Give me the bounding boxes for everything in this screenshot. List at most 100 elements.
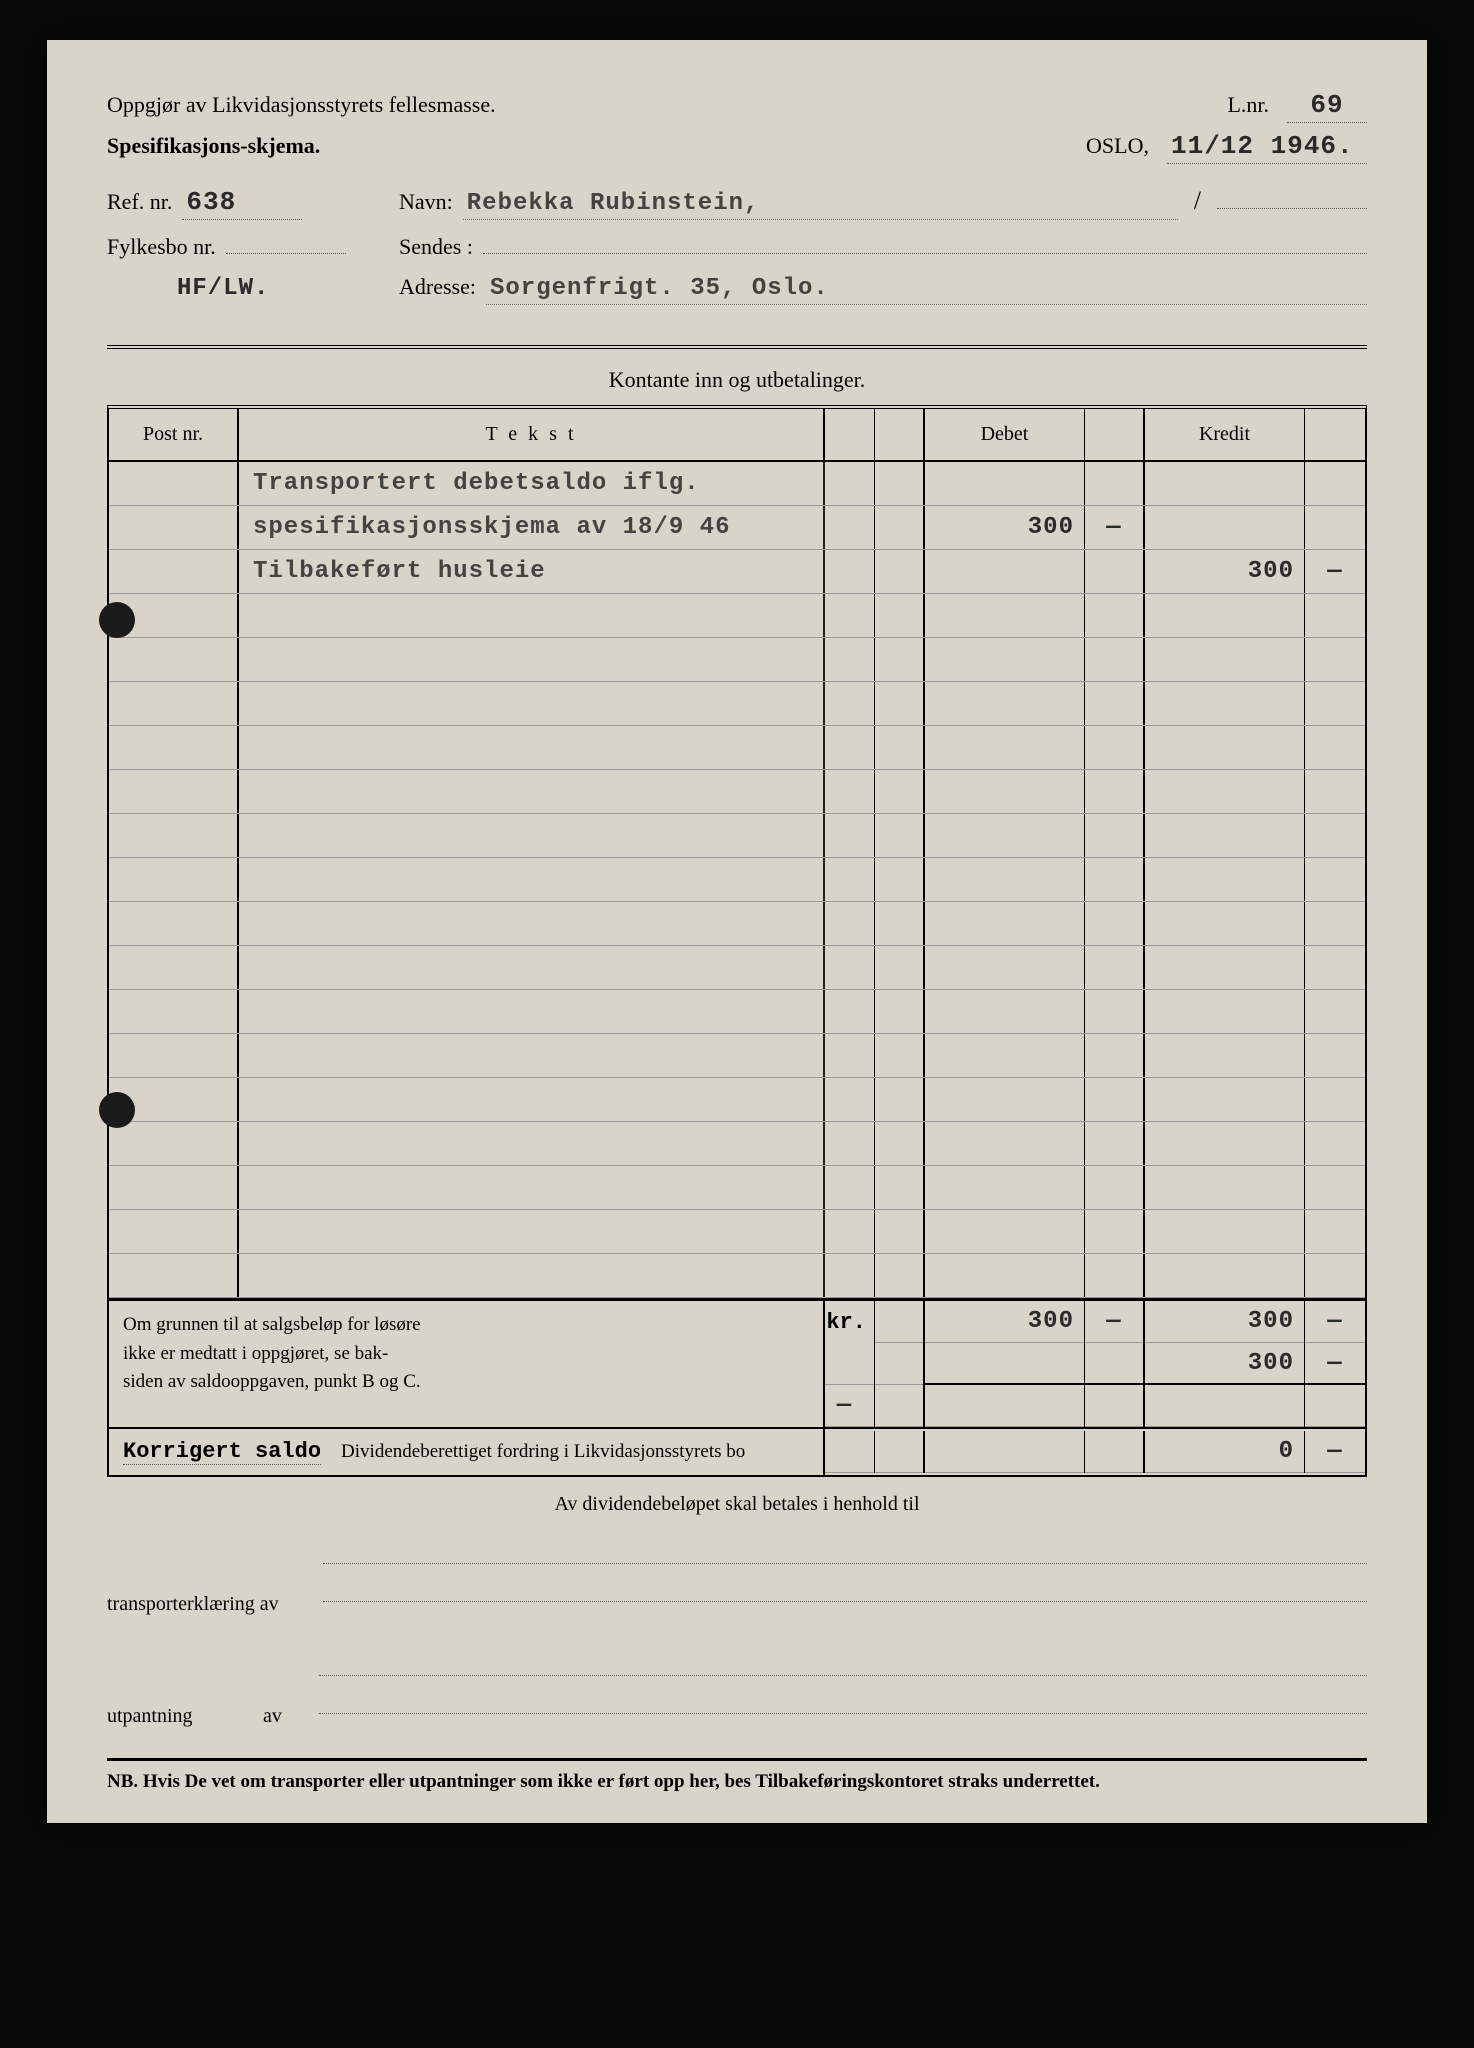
row-debet-cents — [1085, 1122, 1145, 1165]
row-debet-cents — [1085, 594, 1145, 637]
row-kredit — [1145, 858, 1305, 901]
col-kredit-header: Kredit — [1145, 409, 1305, 460]
col-debet-header: Debet — [925, 409, 1085, 460]
row-kredit — [1145, 1078, 1305, 1121]
row-text — [239, 770, 825, 813]
row-debet — [925, 550, 1085, 593]
row-text — [239, 1122, 825, 1165]
row-text — [239, 858, 825, 901]
dividend-text: Dividendeberettiget fordring i Likvidasj… — [341, 1441, 745, 1463]
fylkesbo-label: Fylkesbo nr. — [107, 234, 216, 260]
row-text — [239, 1034, 825, 1077]
row-kredit — [1145, 770, 1305, 813]
row-kredit: 300 — [1145, 550, 1305, 593]
row-kredit — [1145, 1122, 1305, 1165]
sum-kredit: 300 — [1145, 1301, 1304, 1343]
table-row — [109, 814, 1365, 858]
row-debet — [925, 682, 1085, 725]
table-row — [109, 770, 1365, 814]
row-kredit-cents — [1305, 814, 1365, 857]
row-kredit — [1145, 1254, 1305, 1297]
row-debet — [925, 858, 1085, 901]
navn-extra — [1217, 208, 1367, 209]
row-kredit — [1145, 726, 1305, 769]
punch-hole-icon — [99, 1092, 135, 1128]
row-kredit — [1145, 682, 1305, 725]
table-row — [109, 1078, 1365, 1122]
row-kredit-cents — [1305, 770, 1365, 813]
document-page: Oppgjør av Likvidasjonsstyrets fellesmas… — [47, 40, 1427, 1823]
row-kredit-cents: — — [1305, 550, 1365, 593]
row-debet-cents — [1085, 858, 1145, 901]
footer-note: Om grunnen til at salgsbeløp for løsøre … — [109, 1301, 825, 1427]
table-row: spesifikasjonsskjema av 18/9 46300— — [109, 506, 1365, 550]
table-row — [109, 726, 1365, 770]
table-row: Transportert debetsaldo iflg. — [109, 462, 1365, 506]
row-debet — [925, 814, 1085, 857]
row-text: Transportert debetsaldo iflg. — [239, 462, 825, 505]
table-row — [109, 1122, 1365, 1166]
table-row — [109, 1210, 1365, 1254]
row-kredit-cents — [1305, 902, 1365, 945]
ledger-header-row: Post nr. T e k s t Debet Kredit — [109, 409, 1365, 462]
row-debet-cents — [1085, 946, 1145, 989]
row-debet — [925, 726, 1085, 769]
row-text: spesifikasjonsskjema av 18/9 46 — [239, 506, 825, 549]
footer-note-l2: ikke er medtatt i oppgjøret, se bak- — [123, 1340, 809, 1369]
lnr-label: L.nr. — [1227, 92, 1269, 118]
row-kredit — [1145, 946, 1305, 989]
row-kredit-cents — [1305, 1122, 1365, 1165]
footer-note-l3: siden av saldooppgaven, punkt B og C. — [123, 1368, 809, 1397]
table-row — [109, 594, 1365, 638]
code: HF/LW. — [177, 275, 269, 302]
row-text — [239, 594, 825, 637]
table-row — [109, 638, 1365, 682]
below-table: Av dividendebeløpet skal betales i henho… — [107, 1493, 1367, 1728]
transport-label: transporterklæring av — [107, 1593, 307, 1616]
footer-block: Om grunnen til at salgsbeløp for løsøre … — [109, 1298, 1365, 1427]
col-post-header: Post nr. — [109, 409, 239, 460]
table-row — [109, 1034, 1365, 1078]
row-kredit-cents — [1305, 638, 1365, 681]
row-kredit — [1145, 990, 1305, 1033]
row-text — [239, 1210, 825, 1253]
row-debet — [925, 770, 1085, 813]
footer-note-l1: Om grunnen til at salgsbeløp for løsøre — [123, 1311, 809, 1340]
row-debet — [925, 990, 1085, 1033]
row-kredit-cents — [1305, 1166, 1365, 1209]
row-kredit-cents — [1305, 726, 1365, 769]
sum-debet-c: — — [1085, 1301, 1143, 1343]
row-kredit — [1145, 506, 1305, 549]
row-text — [239, 1166, 825, 1209]
row-debet-cents — [1085, 1078, 1145, 1121]
title-line: Oppgjør av Likvidasjonsstyrets fellesmas… — [107, 92, 496, 118]
table-row — [109, 1166, 1365, 1210]
row-text: Tilbakeført husleie — [239, 550, 825, 593]
spec-line: Spesifikasjons-skjema. — [107, 133, 320, 159]
row-text — [239, 990, 825, 1033]
row-debet-cents: — — [1085, 506, 1145, 549]
table-row — [109, 946, 1365, 990]
adresse-value: Sorgenfrigt. 35, Oslo. — [486, 275, 1367, 305]
row-debet-cents — [1085, 1210, 1145, 1253]
row-debet-cents — [1085, 638, 1145, 681]
row-debet-cents — [1085, 770, 1145, 813]
row-kredit-cents — [1305, 506, 1365, 549]
utpantning-label: utpantning — [107, 1705, 247, 1728]
bal-kredit: 300 — [1145, 1343, 1304, 1385]
footer-cols: kr. — 300 — 300 — [825, 1301, 1365, 1427]
row-debet-cents — [1085, 1254, 1145, 1297]
row-kredit-cents — [1305, 462, 1365, 505]
av-label: av — [263, 1705, 303, 1728]
table-row — [109, 682, 1365, 726]
sum-kredit-c: — — [1305, 1301, 1365, 1343]
sig-line — [319, 1646, 1367, 1676]
dash: — — [825, 1385, 874, 1427]
row-kredit-cents — [1305, 946, 1365, 989]
sig-line — [323, 1534, 1367, 1564]
row-text — [239, 902, 825, 945]
row-text — [239, 946, 825, 989]
city: OSLO, — [1086, 133, 1149, 159]
row-debet — [925, 1122, 1085, 1165]
row-kredit — [1145, 638, 1305, 681]
